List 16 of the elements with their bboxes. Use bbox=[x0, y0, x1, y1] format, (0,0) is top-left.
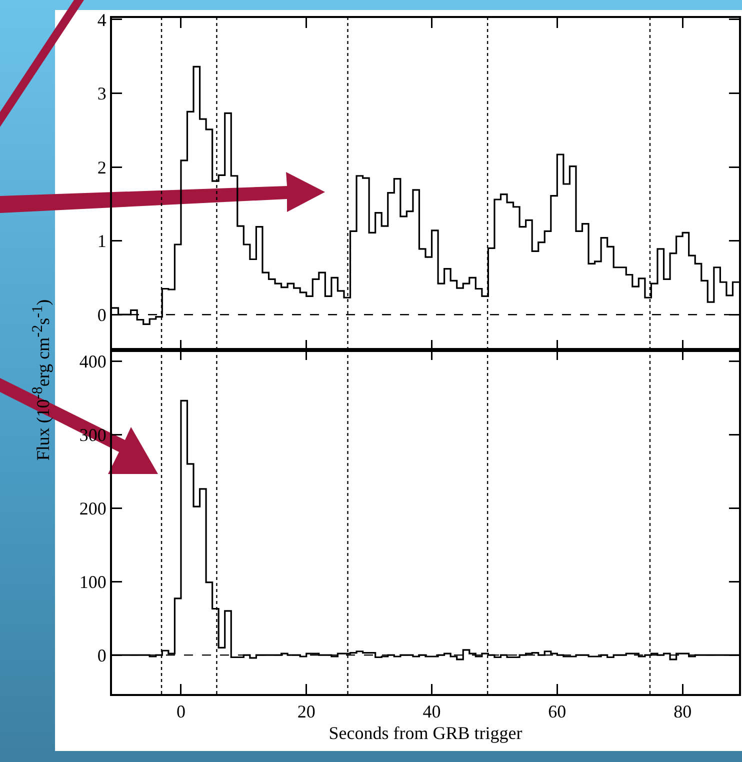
y-tick-label: 400 bbox=[79, 351, 106, 372]
x-tick-label: 60 bbox=[548, 702, 566, 722]
x-tick-label: 0 bbox=[176, 702, 186, 722]
y-tick-label: 1 bbox=[97, 231, 106, 252]
x-tick-label: 40 bbox=[422, 702, 441, 722]
y-tick-label: 2 bbox=[97, 157, 106, 178]
y-tick-label: 100 bbox=[79, 572, 106, 592]
y-tick-label: 0 bbox=[97, 645, 106, 666]
y-tick-label: 300 bbox=[79, 424, 106, 445]
y-tick-label: 3 bbox=[97, 84, 106, 104]
y-tick-label: 200 bbox=[79, 498, 106, 518]
x-tick-label: 80 bbox=[674, 702, 692, 722]
y-tick-label: 4 bbox=[97, 10, 106, 30]
x-tick-label: 20 bbox=[297, 702, 316, 722]
x-axis-title: Seconds from GRB trigger bbox=[328, 723, 522, 744]
y-tick-label: 0 bbox=[97, 304, 106, 325]
